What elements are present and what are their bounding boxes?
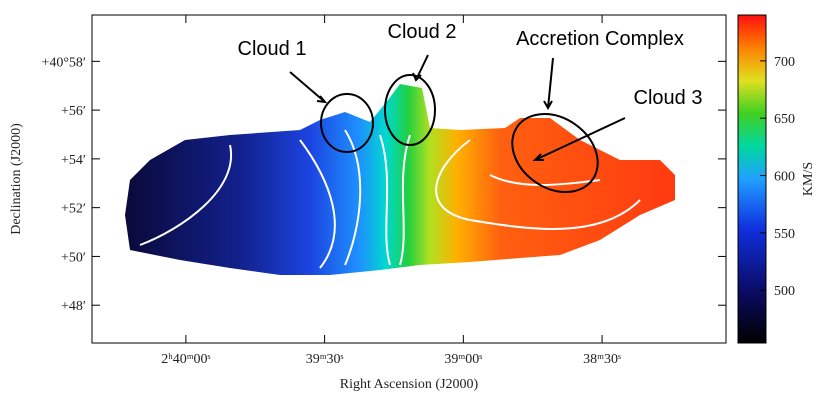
colorbar-label: KM/S: [801, 162, 816, 196]
x-tick-label: 2ʰ40ᵐ00ˢ: [161, 352, 210, 367]
x-tick-label: 38ᵐ30ˢ: [583, 352, 621, 367]
y-tick-label: +52′: [61, 202, 86, 217]
y-tick-label: +50′: [61, 250, 86, 265]
colorbar-tick-label: 650: [774, 112, 795, 127]
colorbar-tick-label: 600: [774, 170, 795, 185]
annotation: Cloud 1: [238, 38, 307, 60]
colorbar: [737, 14, 767, 344]
colorbar-tick-label: 700: [774, 55, 795, 70]
x-axis-label: Right Ascension (J2000): [340, 377, 479, 392]
annotation: Accretion Complex: [516, 28, 684, 50]
x-tick-label: 39ᵐ30ˢ: [306, 352, 344, 367]
y-axis-label: Declination (J2000): [9, 123, 24, 235]
y-tick-label: +56′: [61, 104, 86, 119]
colorbar-tick-label: 550: [774, 227, 795, 242]
velocity-map: [125, 84, 675, 275]
y-tick-label: +54′: [61, 153, 86, 168]
annotation: Cloud 2: [388, 21, 457, 43]
plot-frame: [91, 14, 727, 344]
colorbar-tick-label: 500: [774, 284, 795, 299]
x-tick-label: 39ᵐ00ˢ: [444, 352, 482, 367]
y-tick-label: +48′: [61, 299, 86, 314]
annotation: Cloud 3: [634, 87, 703, 109]
y-tick-label: +40°58′: [41, 55, 86, 70]
annotation-shapes: [289, 54, 626, 193]
